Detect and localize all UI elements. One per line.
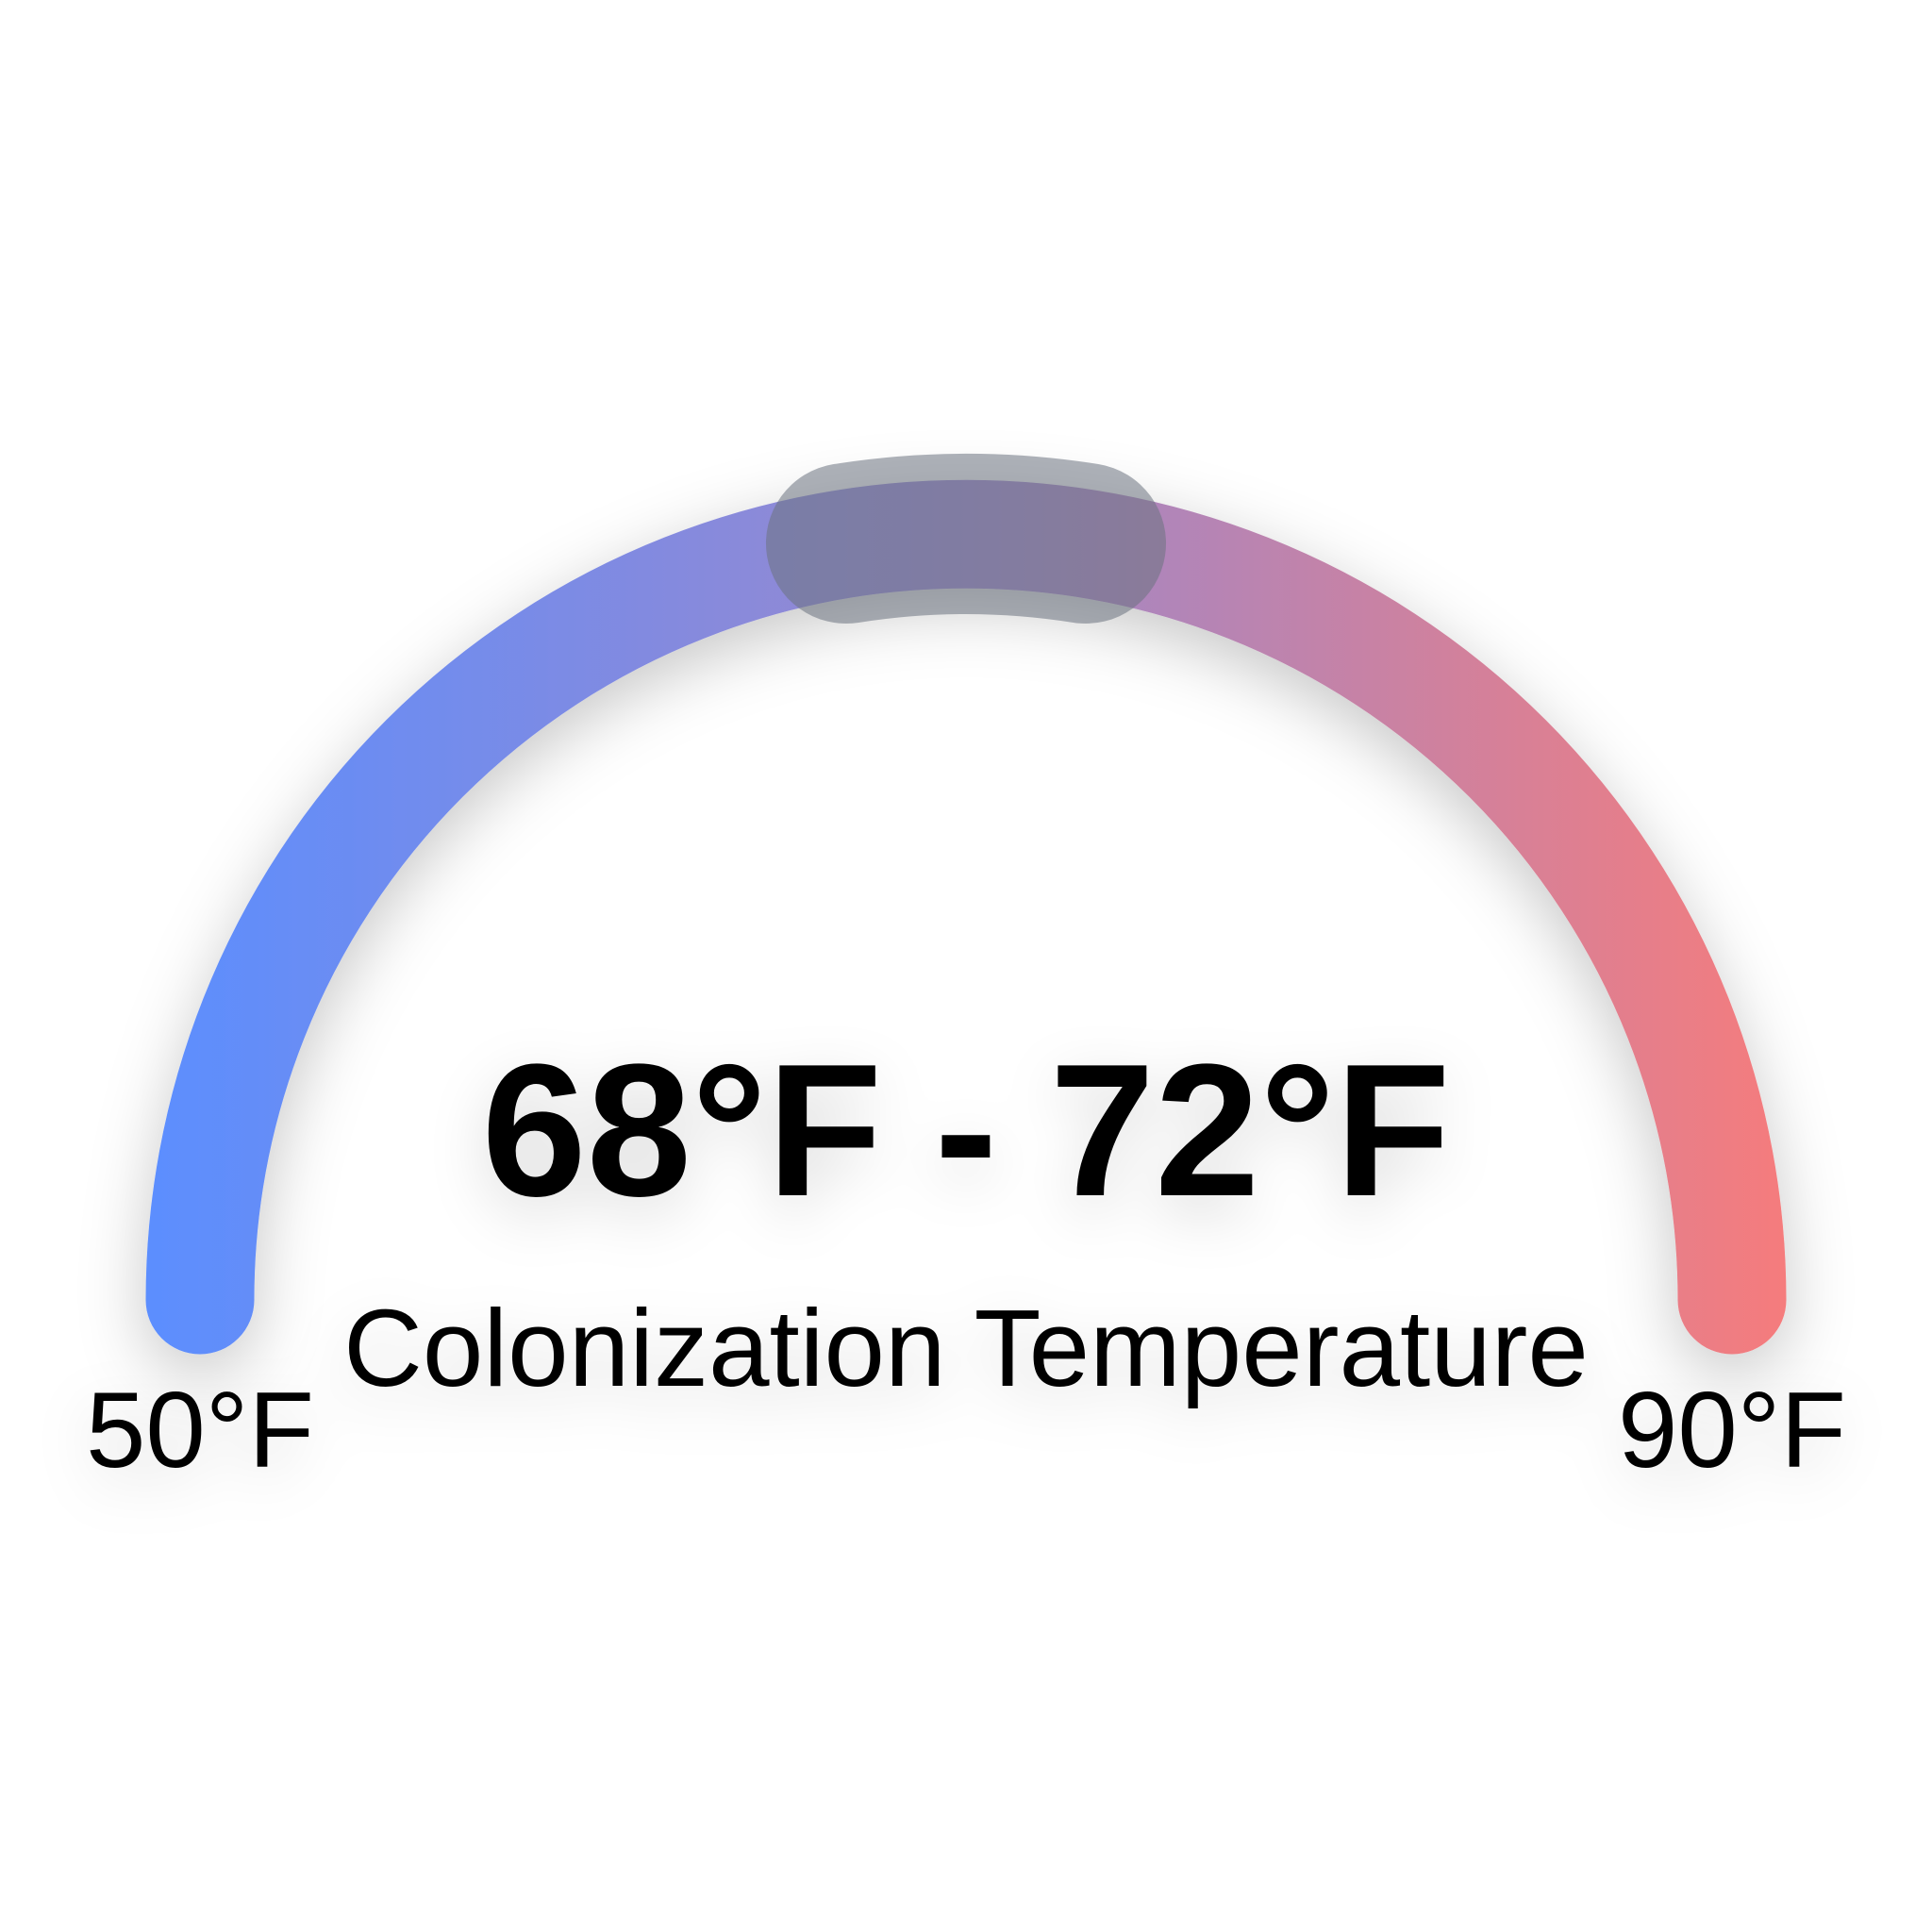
range-highlight [765, 454, 1167, 624]
range-value: 68°F - 72°F [482, 1025, 1451, 1236]
max-label: 90°F [1618, 1371, 1846, 1491]
gauge-subtitle: Colonization Temperature [343, 1287, 1589, 1409]
min-label: 50°F [86, 1371, 314, 1491]
